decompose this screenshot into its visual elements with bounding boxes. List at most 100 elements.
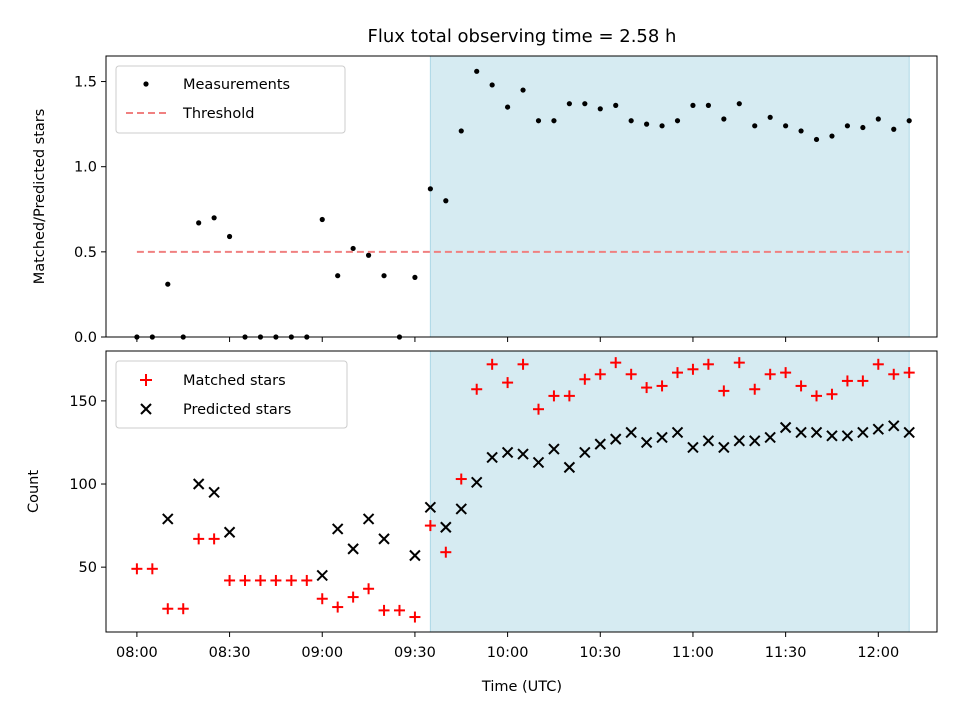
predicted-point-b [362, 513, 375, 525]
predicted-point-b [208, 486, 220, 499]
legend-label-predicted: Predicted stars [183, 402, 291, 418]
matched-point [409, 611, 421, 623]
predicted-point-b [795, 426, 807, 439]
predicted-point-b [594, 438, 606, 450]
matched-point [193, 533, 205, 545]
legend-label-matched: Matched stars [183, 373, 286, 389]
measurement-point [504, 104, 511, 110]
measurement-point [427, 186, 433, 192]
x-tick-label: 12:00 [857, 645, 899, 661]
matched-point [656, 380, 668, 392]
ratio-legend: Measurements Threshold [115, 65, 346, 134]
matched-point [270, 574, 282, 586]
measurement-point [443, 198, 449, 204]
matched-point [177, 603, 189, 615]
measurement-point [381, 273, 387, 279]
x-tick-label: 10:30 [579, 645, 621, 661]
predicted-point [841, 430, 854, 442]
measurement-point [690, 102, 696, 108]
predicted-point-b [810, 426, 823, 439]
matched-point [455, 473, 467, 485]
ratio-y-axis-label: Matched/Predicted stars [32, 109, 48, 285]
predicted-point [779, 421, 792, 434]
predicted-point-b [733, 435, 745, 447]
predicted-point [424, 501, 437, 514]
matched-point [764, 368, 776, 380]
legend-marker-predicted [140, 403, 152, 415]
predicted-point [192, 478, 205, 490]
matched-point [733, 357, 745, 369]
measurement-point [350, 245, 356, 252]
matched-point [239, 574, 251, 586]
matched-point [672, 367, 684, 379]
y-tick-label: 150 [69, 394, 97, 410]
matched-point [486, 358, 498, 370]
matched-point [888, 368, 900, 380]
predicted-point-b [347, 543, 359, 555]
predicted-point-b [671, 426, 684, 439]
matched-point [625, 368, 637, 380]
matched-point [903, 367, 915, 379]
predicted-point-b [656, 431, 668, 444]
ratio-y-axis: 0.0 0.5 1.0 1.5 [74, 75, 106, 346]
counts-plot-frame [105, 350, 938, 633]
chart-title: Flux total observing time = 2.58 h [368, 26, 677, 47]
predicted-point-b [409, 549, 421, 562]
matched-point [393, 604, 405, 616]
predicted-point [501, 446, 514, 459]
counts-legend-box [115, 360, 348, 429]
predicted-point [610, 433, 622, 445]
predicted-point-b [903, 426, 915, 439]
counts-y-axis: 50 100 150 [69, 394, 106, 576]
legend-label-threshold: Threshold [182, 106, 254, 122]
ratio-plot-frame [105, 55, 938, 338]
matched-point [424, 520, 436, 532]
matched-point [702, 358, 714, 370]
predicted-point [640, 436, 653, 449]
ratio-legend-box [115, 65, 346, 134]
predicted-point [579, 446, 591, 459]
counts-legend: Matched stars Predicted stars [115, 360, 348, 429]
matched-point [316, 593, 328, 605]
predicted-point-b [749, 435, 761, 447]
counts-panel: 50 100 150 08:00 08:30 09:00 09:30 10:00 10:30 1… [26, 350, 938, 695]
predicted-point [826, 430, 838, 442]
matched-point [378, 604, 390, 616]
measurement-point [211, 215, 217, 221]
y-tick-label: 1.5 [74, 75, 97, 91]
predicted-point [687, 441, 699, 454]
matched-point [347, 591, 359, 603]
predicted-point-b [718, 441, 730, 454]
measurement-point [597, 106, 603, 112]
measurement-point [674, 118, 681, 124]
predicted-point [795, 426, 807, 439]
predicted-point-b [501, 446, 514, 459]
legend-marker-matched [140, 374, 152, 386]
measurement-point [520, 87, 526, 93]
matched-point [131, 563, 143, 575]
measurement-point [551, 118, 557, 124]
predicted-point [594, 438, 606, 450]
x-tick-label: 09:00 [301, 645, 343, 661]
predicted-point [208, 486, 220, 499]
matched-point [594, 368, 606, 380]
predicted-point [548, 443, 560, 455]
predicted-point [749, 435, 761, 447]
predicted-point [486, 451, 498, 464]
predicted-point-b [687, 441, 699, 454]
measurement-point [659, 123, 665, 129]
predicted-point [517, 448, 529, 460]
predicted-point [671, 426, 684, 439]
observing-interval-shading-bottom [429, 350, 910, 633]
y-tick-label: 0.5 [74, 245, 97, 261]
y-tick-label: 50 [79, 560, 97, 576]
observing-interval-shading [429, 55, 910, 338]
predicted-point [532, 456, 545, 469]
measurement-point [705, 102, 711, 108]
legend-marker-measurements [143, 81, 149, 87]
x-axis-label: Time (UTC) [481, 679, 562, 695]
predicted-point-b [331, 523, 344, 535]
predicted-point-b [192, 478, 205, 490]
matched-point [872, 358, 884, 370]
